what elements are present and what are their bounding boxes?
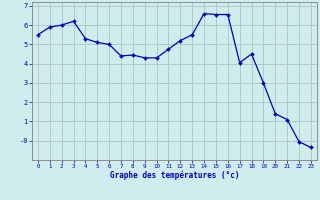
X-axis label: Graphe des températures (°c): Graphe des températures (°c) xyxy=(110,171,239,180)
